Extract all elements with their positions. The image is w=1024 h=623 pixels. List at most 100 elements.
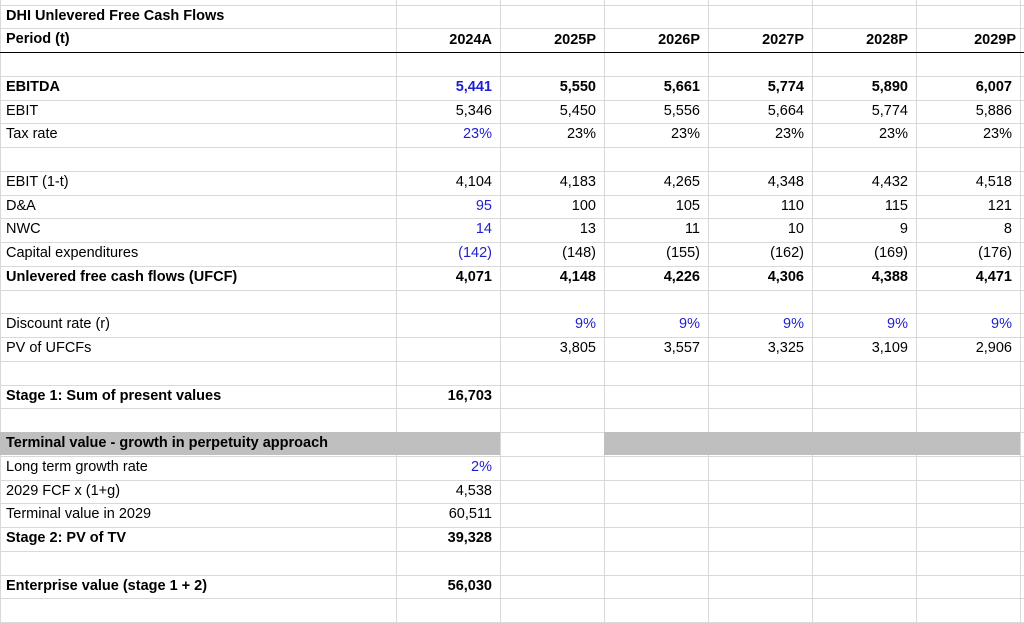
ebitda-cell[interactable]: 6,007 xyxy=(975,79,1012,95)
tax-rate-cell[interactable]: 23% xyxy=(982,126,1012,142)
row-label-ebit[interactable]: EBIT xyxy=(6,103,39,119)
tax-rate-cell[interactable]: 23% xyxy=(566,126,596,142)
row-label-ufcf[interactable]: Unlevered free cash flows (UFCF) xyxy=(6,269,238,285)
ufcf-cell[interactable]: 4,471 xyxy=(975,269,1012,285)
nwc-cell[interactable]: 11 xyxy=(684,221,700,237)
tax-rate-cell[interactable]: 23% xyxy=(670,126,700,142)
terminal-value-label[interactable]: Terminal value in 2029 xyxy=(6,506,152,522)
enterprise-value[interactable]: 56,030 xyxy=(447,578,492,594)
period-header[interactable]: 2028P xyxy=(866,32,908,48)
capex-cell[interactable]: (162) xyxy=(770,245,804,261)
da-cell[interactable]: 100 xyxy=(571,198,596,214)
ebit-cell[interactable]: 5,886 xyxy=(975,103,1012,119)
ebit-1t-cell[interactable]: 4,183 xyxy=(559,174,596,190)
growth-label[interactable]: Long term growth rate xyxy=(6,459,148,475)
ebit-cell[interactable]: 5,556 xyxy=(663,103,700,119)
ebit-1t-cell[interactable]: 4,265 xyxy=(663,174,700,190)
gridline xyxy=(0,195,1024,196)
pv-ufcf-cell[interactable]: 2,906 xyxy=(975,340,1012,356)
capex-cell[interactable]: (148) xyxy=(562,245,596,261)
ebit-cell[interactable]: 5,664 xyxy=(767,103,804,119)
ufcf-cell[interactable]: 4,071 xyxy=(455,269,492,285)
da-cell[interactable]: 115 xyxy=(884,198,908,214)
da-cell[interactable]: 121 xyxy=(987,198,1012,214)
gridline xyxy=(0,337,1024,338)
gridline xyxy=(1020,0,1021,623)
capex-cell[interactable]: (142) xyxy=(458,245,492,261)
row-label-nwc[interactable]: NWC xyxy=(6,221,41,237)
gridline xyxy=(812,0,813,623)
terminal-value[interactable]: 60,511 xyxy=(448,506,492,522)
pv-ufcf-cell[interactable]: 3,325 xyxy=(767,340,804,356)
ufcf-cell[interactable]: 4,306 xyxy=(767,269,804,285)
da-cell[interactable]: 105 xyxy=(675,198,700,214)
growth-value[interactable]: 2% xyxy=(471,459,492,475)
discount-rate-cell[interactable]: 9% xyxy=(887,316,908,332)
capex-cell[interactable]: (176) xyxy=(978,245,1012,261)
sheet-title[interactable]: DHI Unlevered Free Cash Flows xyxy=(6,8,225,24)
gridline xyxy=(0,266,1024,267)
row-label-pv-ufcf[interactable]: PV of UFCFs xyxy=(6,340,92,356)
row-label-da[interactable]: D&A xyxy=(6,198,36,214)
gridline xyxy=(0,171,1024,172)
ebitda-cell[interactable]: 5,774 xyxy=(767,79,804,95)
period-header[interactable]: 2024A xyxy=(449,32,492,48)
stage2-value[interactable]: 39,328 xyxy=(447,530,492,546)
ebit-cell[interactable]: 5,774 xyxy=(871,103,908,119)
da-cell[interactable]: 110 xyxy=(780,198,804,214)
period-header[interactable]: 2025P xyxy=(554,32,596,48)
gridline xyxy=(0,432,1024,433)
stage1-value[interactable]: 16,703 xyxy=(447,388,492,404)
ebitda-cell[interactable]: 5,441 xyxy=(455,79,492,95)
ufcf-cell[interactable]: 4,388 xyxy=(871,269,908,285)
period-header[interactable]: 2027P xyxy=(762,32,804,48)
ebit-cell[interactable]: 5,450 xyxy=(559,103,596,119)
enterprise-value-label[interactable]: Enterprise value (stage 1 + 2) xyxy=(6,578,208,594)
row-label-capex[interactable]: Capital expenditures xyxy=(6,245,139,261)
row-label-ebitda[interactable]: EBITDA xyxy=(6,79,60,95)
period-label[interactable]: Period (t) xyxy=(6,31,70,47)
stage1-label[interactable]: Stage 1: Sum of present values xyxy=(6,388,222,404)
da-cell[interactable]: 95 xyxy=(475,198,492,214)
ebit-1t-cell[interactable]: 4,104 xyxy=(455,174,492,190)
ebit-1t-cell[interactable]: 4,432 xyxy=(871,174,908,190)
ebitda-cell[interactable]: 5,661 xyxy=(663,79,700,95)
period-header[interactable]: 2029P xyxy=(974,32,1016,48)
tax-rate-cell[interactable]: 23% xyxy=(878,126,908,142)
row-label-ebit-1t[interactable]: EBIT (1-t) xyxy=(6,174,69,190)
ufcf-cell[interactable]: 4,226 xyxy=(663,269,700,285)
pv-ufcf-cell[interactable]: 3,805 xyxy=(559,340,596,356)
gridline xyxy=(0,0,1,623)
row-label-tax-rate[interactable]: Tax rate xyxy=(6,126,58,142)
capex-cell[interactable]: (155) xyxy=(666,245,700,261)
nwc-cell[interactable]: 13 xyxy=(579,221,596,237)
period-header[interactable]: 2026P xyxy=(658,32,700,48)
pv-ufcf-cell[interactable]: 3,557 xyxy=(663,340,700,356)
row-label-discount-rate[interactable]: Discount rate (r) xyxy=(6,316,110,332)
discount-rate-cell[interactable]: 9% xyxy=(991,316,1012,332)
capex-cell[interactable]: (169) xyxy=(874,245,908,261)
ufcf-cell[interactable]: 4,148 xyxy=(559,269,596,285)
nwc-cell[interactable]: 9 xyxy=(899,221,908,237)
ebit-1t-cell[interactable]: 4,348 xyxy=(767,174,804,190)
header-border xyxy=(0,52,1024,53)
discount-rate-cell[interactable]: 9% xyxy=(679,316,700,332)
ebit-cell[interactable]: 5,346 xyxy=(455,103,492,119)
tax-rate-cell[interactable]: 23% xyxy=(462,126,492,142)
pv-ufcf-cell[interactable]: 3,109 xyxy=(871,340,908,356)
discount-rate-cell[interactable]: 9% xyxy=(575,316,596,332)
fcf-growth-value[interactable]: 4,538 xyxy=(455,483,492,499)
nwc-cell[interactable]: 10 xyxy=(787,221,804,237)
ebit-1t-cell[interactable]: 4,518 xyxy=(975,174,1012,190)
ebitda-cell[interactable]: 5,890 xyxy=(871,79,908,95)
nwc-cell[interactable]: 8 xyxy=(1003,221,1012,237)
tax-rate-cell[interactable]: 23% xyxy=(774,126,804,142)
stage2-label[interactable]: Stage 2: PV of TV xyxy=(6,530,127,546)
nwc-cell[interactable]: 14 xyxy=(475,221,492,237)
terminal-header[interactable]: Terminal value - growth in perpetuity ap… xyxy=(6,435,329,451)
ebitda-cell[interactable]: 5,550 xyxy=(559,79,596,95)
discount-rate-cell[interactable]: 9% xyxy=(783,316,804,332)
gridline xyxy=(0,100,1024,101)
fcf-growth-label[interactable]: 2029 FCF x (1+g) xyxy=(6,483,121,499)
